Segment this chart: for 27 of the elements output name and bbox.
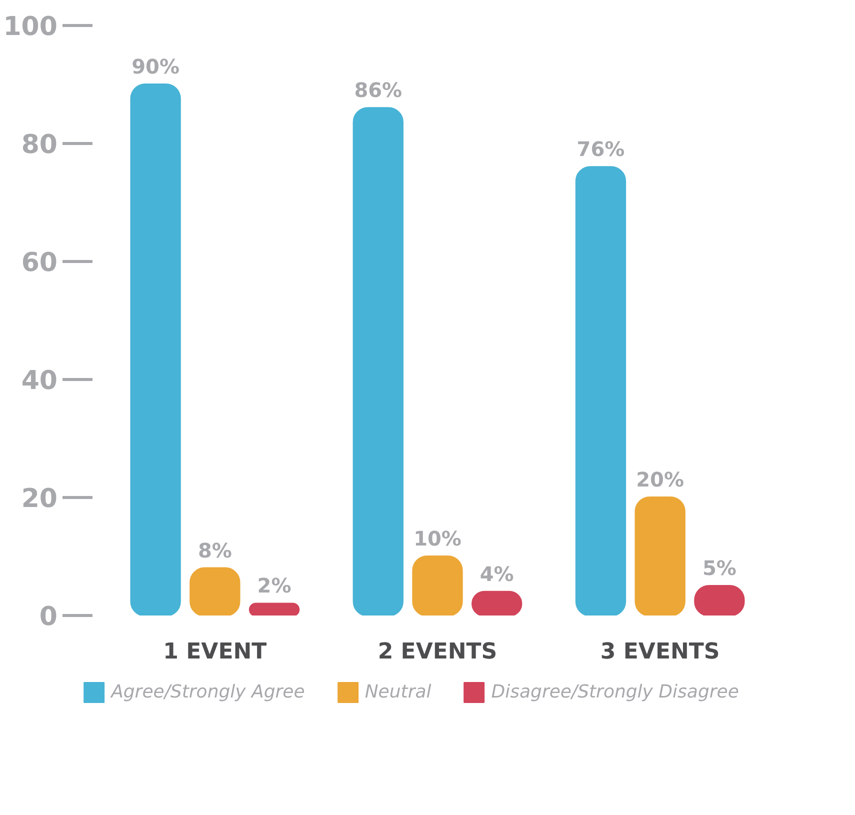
bar [412,556,463,616]
data-label: 4% [480,562,514,586]
y-tick-label: 60 [21,248,58,278]
legend-label: Agree/Strongly Agree [111,682,305,702]
legend-label: Neutral [364,682,432,702]
data-label: 8% [198,538,232,562]
data-label: 86% [354,78,402,102]
data-label: 90% [132,54,180,78]
x-tick-label: 1 EVENT [163,640,267,664]
bar [130,84,181,616]
bar [575,166,626,616]
y-tick-label: 40 [21,366,58,396]
legend-label: Disagree/Strongly Disagree [491,682,739,702]
bar [248,602,300,616]
y-tick-label: 80 [21,130,58,160]
bar [634,496,686,616]
y-tick-label: 20 [21,484,58,514]
data-label: 10% [414,526,462,550]
data-label: 76% [576,137,625,162]
x-tick-label: 2 EVENTS [378,640,498,664]
data-label: 2% [257,574,292,598]
data-label: 20% [636,468,684,492]
x-tick-label: 3 EVENTS [600,640,720,664]
bar [352,107,404,616]
y-tick-label: 100 [3,12,58,42]
y-tick-label: 0 [39,602,58,632]
data-label: 5% [702,556,736,580]
